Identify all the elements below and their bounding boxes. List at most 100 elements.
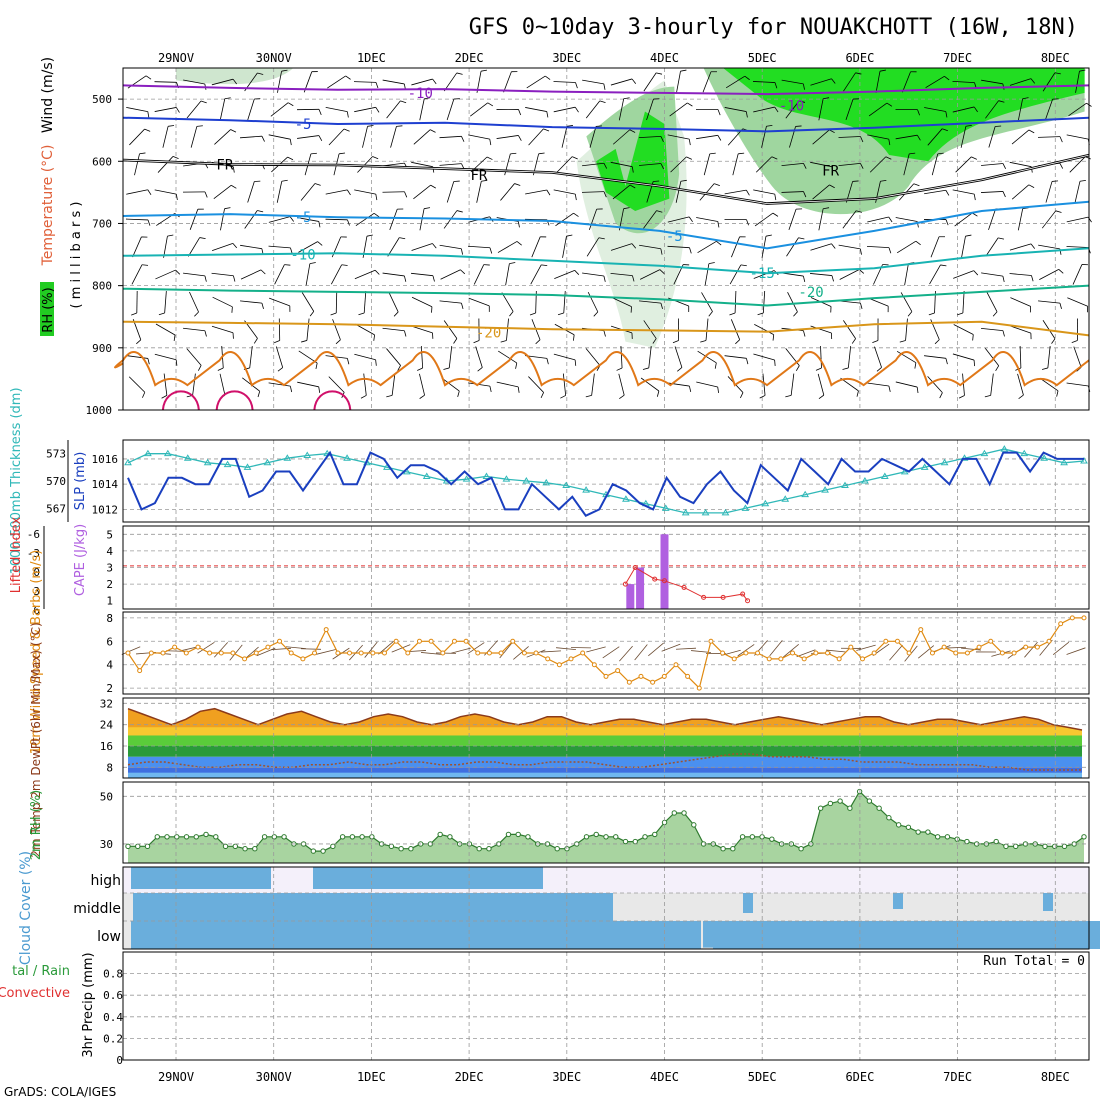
wind10m-marker — [708, 638, 714, 644]
cloud-block — [743, 893, 753, 913]
wind-barb-flag — [230, 184, 237, 189]
wind-barb-flag — [175, 269, 181, 275]
wind10m-marker — [778, 656, 784, 662]
wind10m-marker — [999, 650, 1005, 656]
wind-barb-flag — [274, 340, 280, 344]
wind-barb-flag — [489, 139, 492, 146]
axis-label-wind10m: 10m Wind Speed & Barbs (m/s) — [29, 550, 44, 755]
wind-barb — [1073, 346, 1082, 368]
thickness-marker — [821, 486, 829, 493]
temp-tick: 32 — [100, 697, 113, 710]
wind10m-marker — [696, 685, 702, 691]
wind10m-marker — [929, 650, 935, 656]
cloud-block — [783, 921, 821, 941]
wind-barb — [240, 244, 262, 250]
wind-barb-flag — [689, 247, 692, 254]
wind-barb-flag — [158, 312, 165, 316]
slp-line — [127, 450, 1084, 517]
rh2m-marker — [437, 831, 443, 838]
wind10m-frame — [122, 611, 1090, 695]
wind-barb-flag — [686, 156, 693, 160]
wind-barb — [761, 126, 767, 148]
axis-label-wind: Wind (m/s) — [40, 57, 56, 133]
wind-barb — [189, 209, 199, 230]
wind-barb — [582, 79, 604, 85]
wind-barb-flag — [538, 152, 545, 155]
wind-barb — [581, 191, 605, 193]
wind-barb-flag — [631, 166, 634, 173]
wind-barb-flag — [774, 82, 778, 89]
wind-barb — [441, 377, 460, 392]
wind-barb — [1067, 297, 1088, 307]
date-label-bottom: 2DEC — [455, 1070, 484, 1084]
wind10m-marker — [790, 650, 796, 656]
wind-barb — [388, 291, 399, 313]
wind-barb — [988, 208, 996, 231]
wind-barb — [820, 345, 822, 369]
wind-barb-flag — [546, 189, 551, 196]
pressure-tick: 900 — [92, 342, 112, 355]
wind-barb — [297, 381, 319, 388]
rh2m-marker — [1013, 843, 1019, 850]
upper-air-frame — [122, 67, 1090, 411]
rh2m-marker — [154, 834, 160, 840]
wind-barb-flag — [509, 311, 514, 317]
wind-barb-flag — [656, 72, 663, 75]
wind-barb-flag — [785, 395, 792, 398]
li-tick: 0 — [33, 566, 40, 579]
rh2m-marker — [934, 834, 941, 840]
wind-barb-flag — [619, 394, 625, 399]
wind-barb — [952, 353, 975, 361]
wind-barb-flag — [802, 83, 805, 90]
wind10m-tick: 8 — [106, 612, 113, 625]
wind-barb-flag — [1059, 302, 1062, 309]
wind-barb-flag — [399, 237, 406, 240]
wind-barb — [155, 323, 176, 336]
wind10m-marker — [486, 650, 492, 656]
wind-barb-flag — [546, 358, 549, 365]
li-marker — [662, 578, 667, 584]
wind-barb — [838, 136, 861, 138]
wind-barb-flag — [793, 311, 798, 317]
wind-barb — [476, 181, 482, 203]
rh2m-marker — [1003, 843, 1009, 850]
rh2m-marker — [505, 831, 512, 838]
wind-barb — [1017, 208, 1024, 231]
wind-barb — [732, 153, 739, 176]
wind-barb — [752, 81, 776, 83]
wind-barb-flag — [852, 180, 859, 182]
slp-tick: 1012 — [92, 503, 119, 516]
temp-frame — [122, 697, 1090, 779]
wind-barb-flag — [631, 243, 637, 249]
wind-barb-flag — [281, 69, 288, 72]
wind-barb — [126, 106, 148, 113]
wind-barb-flag — [481, 179, 488, 182]
isotherm-label: -20 — [476, 325, 501, 341]
wind-barb — [190, 126, 198, 148]
wind-barb — [300, 183, 316, 201]
wind-barb-flag — [992, 311, 998, 317]
rh2m-marker — [769, 836, 775, 842]
wind-barb-flag — [287, 156, 294, 161]
wind-barb-flag — [660, 163, 664, 170]
wind-barb — [755, 156, 773, 173]
temp-area-low — [128, 727, 1082, 736]
wind-barb — [817, 373, 825, 396]
legend-convective: Convective — [0, 986, 70, 1001]
temp-tick: 16 — [100, 740, 113, 753]
wind-barb-flag — [860, 163, 864, 169]
wind-barb — [467, 245, 491, 249]
wind-barb — [357, 156, 373, 173]
wind-barb-flag — [740, 392, 744, 399]
wind-barb-flag — [432, 78, 437, 85]
rh2m-marker — [925, 829, 931, 835]
wind-barb — [413, 129, 431, 145]
wind-barb-flag — [772, 334, 775, 341]
wind10m-marker — [1058, 621, 1064, 627]
thickness-marker — [163, 449, 172, 457]
wind-barb — [639, 300, 661, 304]
wind-barb — [475, 346, 483, 368]
wind-barb — [553, 189, 576, 195]
thickness-tick: 570 — [46, 475, 66, 488]
wind-barb-flag — [517, 386, 520, 393]
